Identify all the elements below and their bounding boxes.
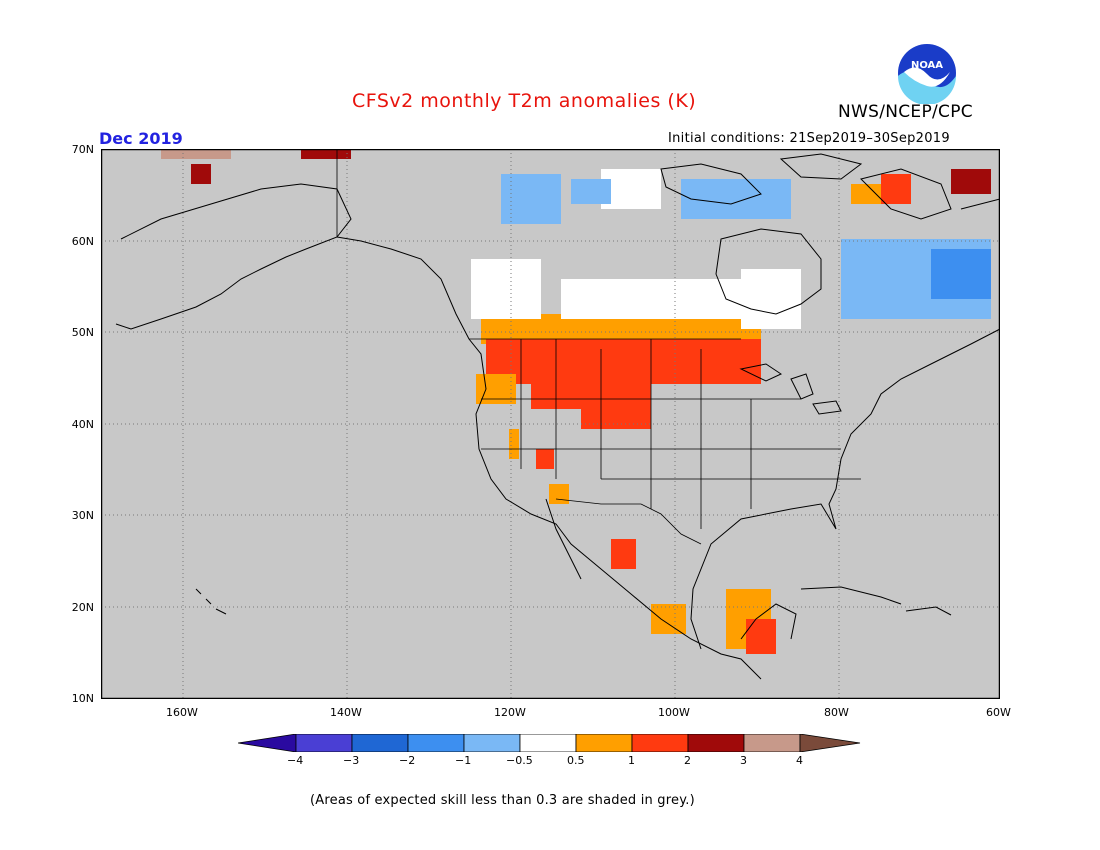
- colorbar-segment: [463, 734, 521, 752]
- colorbar-segment: [575, 734, 633, 752]
- lat-label-10n: 10N: [71, 692, 94, 705]
- anomaly-cell: [951, 169, 991, 194]
- lat-label-40n: 40N: [71, 418, 94, 431]
- map-title: CFSv2 monthly T2m anomalies (K): [352, 90, 697, 112]
- colorbar-segment: [351, 734, 409, 752]
- initial-conditions: Initial conditions: 21Sep2019–30Sep2019: [668, 131, 950, 146]
- agency-label: NWS/NCEP/CPC: [838, 102, 973, 122]
- anomaly-cell: [651, 604, 686, 634]
- anomaly-cell: [881, 174, 911, 204]
- anomaly-cell: [561, 279, 761, 319]
- colorbar-label-7: 2: [684, 754, 691, 767]
- footnote: (Areas of expected skill less than 0.3 a…: [310, 793, 695, 808]
- lat-label-20n: 20N: [71, 601, 94, 614]
- lat-label-70n: 70N: [71, 143, 94, 156]
- lon-label-160w: 160W: [166, 706, 198, 719]
- anomaly-cell: [301, 149, 351, 159]
- colorbar-label-3: −1: [455, 754, 472, 767]
- colorbar-label-1: −3: [343, 754, 360, 767]
- colorbar-segment: [743, 734, 801, 752]
- anomaly-cell: [471, 259, 541, 319]
- anomaly-cell: [191, 164, 211, 184]
- colorbar-segment: [631, 734, 689, 752]
- map-frame: [101, 149, 1000, 699]
- anomaly-cell: [531, 374, 651, 409]
- anomaly-cell: [549, 484, 569, 504]
- anomaly-cell: [746, 619, 776, 654]
- colorbar-segment: [295, 734, 353, 752]
- lat-label-30n: 30N: [71, 509, 94, 522]
- forecast-month: Dec 2019: [99, 129, 183, 148]
- anomaly-map: [101, 149, 1000, 699]
- colorbar-label-6: 1: [628, 754, 635, 767]
- colorbar: [238, 734, 861, 752]
- anomaly-cell: [611, 539, 636, 569]
- colorbar-arrow-left: [238, 734, 297, 752]
- anomaly-cell: [581, 409, 651, 429]
- lon-label-120w: 120W: [494, 706, 526, 719]
- colorbar-label-9: 4: [796, 754, 803, 767]
- colorbar-label-0: −4: [287, 754, 304, 767]
- colorbar-arrow-right: [799, 734, 861, 752]
- anomaly-cell: [536, 449, 554, 469]
- lon-label-140w: 140W: [330, 706, 362, 719]
- lon-label-60w: 60W: [986, 706, 1011, 719]
- anomaly-cell: [501, 174, 561, 224]
- anomaly-cell: [161, 149, 231, 159]
- colorbar-segment: [687, 734, 745, 752]
- noaa-logo: NOAA: [896, 42, 958, 108]
- lon-label-80w: 80W: [824, 706, 849, 719]
- lat-label-50n: 50N: [71, 326, 94, 339]
- colorbar-label-5: 0.5: [567, 754, 585, 767]
- lat-label-60n: 60N: [71, 235, 94, 248]
- anomaly-cell: [931, 249, 991, 299]
- anomaly-cell: [571, 179, 611, 204]
- anomaly-cell: [741, 269, 801, 329]
- colorbar-label-8: 3: [740, 754, 747, 767]
- colorbar-label-2: −2: [399, 754, 416, 767]
- lon-label-100w: 100W: [658, 706, 690, 719]
- coastlines: [115, 153, 1000, 680]
- anomaly-cell: [681, 179, 791, 219]
- colorbar-segment: [519, 734, 577, 752]
- political-borders: [336, 149, 861, 545]
- logo-text: NOAA: [911, 60, 943, 71]
- colorbar-segment: [407, 734, 465, 752]
- colorbar-label-4: −0.5: [506, 754, 533, 767]
- anomaly-cell: [509, 429, 519, 459]
